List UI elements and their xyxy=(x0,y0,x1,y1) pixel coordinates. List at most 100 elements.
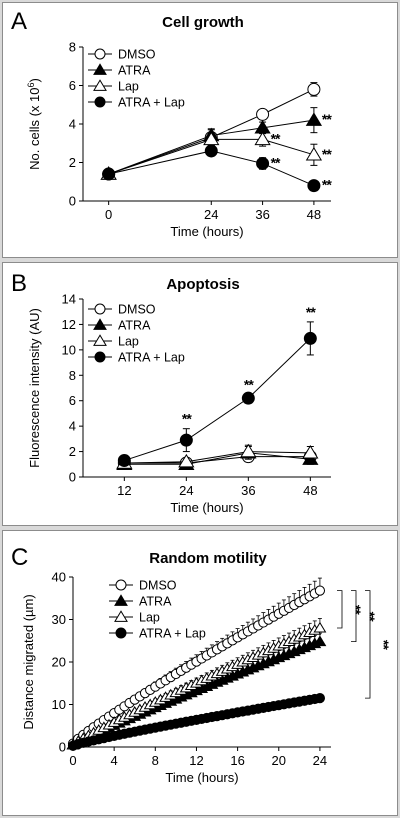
cell-growth-y-axis-label: No. cells (x 106) xyxy=(26,78,42,170)
legend-entry-dmso: DMSO xyxy=(88,48,156,62)
cell-growth-y-tick-label: 8 xyxy=(69,40,76,55)
legend-marker-atra-lap xyxy=(94,351,106,363)
series-atra xyxy=(116,444,319,470)
legend-entry-atra: ATRA xyxy=(109,594,172,609)
series-line-lap xyxy=(108,138,315,175)
random-motility-x-axis-label: Time (hours) xyxy=(165,770,238,785)
data-point-atra-lap xyxy=(307,179,321,193)
series-atra-lap xyxy=(67,693,326,751)
random-motility-chart: C Random motility 0 10 20 30 40 0 4 8 12 16 20 24 Time… xyxy=(11,544,392,785)
legend-marker-lap xyxy=(114,610,128,622)
apoptosis-y-axis-label: Fluorescence intensity (AU) xyxy=(27,308,42,468)
data-point-dmso xyxy=(314,585,326,596)
random-motility-x-tick-label: 24 xyxy=(313,753,327,768)
legend-entry-lap: Lap xyxy=(88,79,139,94)
significance-label: ** xyxy=(322,146,332,162)
random-motility-title: Random motility xyxy=(149,550,267,567)
data-point-atra-lap xyxy=(179,433,193,447)
significance-label: ** xyxy=(182,411,192,427)
significance-label: ** xyxy=(322,177,332,193)
legend-entry-lap: Lap xyxy=(109,610,160,625)
apoptosis-y-tick-label: 8 xyxy=(69,368,76,383)
legend-label-atra-lap: ATRA + Lap xyxy=(118,96,185,110)
data-point-atra-lap xyxy=(204,144,218,158)
legend-label-atra: ATRA xyxy=(118,319,151,333)
data-point-dmso xyxy=(307,82,321,96)
random-motility-x-tick-label: 4 xyxy=(111,753,118,768)
cell-growth-x-tick-label: 0 xyxy=(105,207,112,222)
series-line-lap xyxy=(124,451,311,464)
series-line-atra-lap xyxy=(108,150,315,187)
legend-entry-lap: Lap xyxy=(88,334,139,349)
legend-marker-atra xyxy=(114,594,128,606)
random-motility-y-tick-label: 10 xyxy=(52,697,66,712)
data-point-dmso xyxy=(256,107,270,121)
random-motility-panel: C Random motility 0 10 20 30 40 0 4 8 12 16 20 24 Time… xyxy=(2,530,398,816)
apoptosis-y-tick-label: 6 xyxy=(69,393,76,408)
legend-entry-atra: ATRA xyxy=(88,318,151,333)
series-lap xyxy=(66,618,327,750)
data-point-lap xyxy=(254,131,271,146)
random-motility-x-tick-label: 16 xyxy=(230,753,244,768)
cell-growth-y-tick-label: 2 xyxy=(69,155,76,170)
legend-entry-atra-lap: ATRA + Lap xyxy=(88,96,185,110)
data-point-atra xyxy=(313,635,327,647)
cell-growth-panel: A Cell growth 0 2 4 6 8 0 24 36 48 Time (hours) No. … xyxy=(2,2,398,258)
legend-label-dmso: DMSO xyxy=(118,303,156,317)
legend-marker-lap xyxy=(93,79,107,91)
data-point-lap xyxy=(240,443,257,458)
legend-label-atra-lap: ATRA + Lap xyxy=(139,627,206,641)
random-motility-x-tick-label: 8 xyxy=(152,753,159,768)
significance-label: ** xyxy=(306,304,316,320)
series-line-atra-lap xyxy=(124,338,311,461)
significance-bracket: ** xyxy=(365,590,392,699)
legend-marker-atra xyxy=(93,63,107,75)
cell-growth-x-tick-label: 24 xyxy=(204,207,218,222)
random-motility-y-tick-label: 30 xyxy=(52,612,66,627)
legend-marker-dmso xyxy=(94,303,106,315)
bracket-line xyxy=(365,590,371,699)
legend-label-dmso: DMSO xyxy=(139,579,177,593)
legend-label-atra: ATRA xyxy=(118,64,151,78)
cell-growth-y-tick-label: 4 xyxy=(69,117,76,132)
random-motility-y-tick-label: 20 xyxy=(52,655,66,670)
data-point-atra-lap xyxy=(102,167,116,181)
cell-growth-title: Cell growth xyxy=(162,14,244,31)
data-point-lap xyxy=(313,621,327,633)
apoptosis-y-tick-label: 4 xyxy=(69,419,76,434)
significance-label: ** xyxy=(322,111,332,127)
apoptosis-y-tick-label: 10 xyxy=(62,342,76,357)
bracket-label: ** xyxy=(376,640,392,650)
apoptosis-title: Apoptosis xyxy=(166,276,239,293)
legend-marker-dmso xyxy=(115,579,127,591)
series-atra-lap: ** ** ** xyxy=(117,304,317,467)
apoptosis-x-tick-label: 36 xyxy=(241,483,255,498)
apoptosis-x-tick-label: 12 xyxy=(117,483,131,498)
data-point-atra-lap xyxy=(241,391,255,405)
apoptosis-x-axis-label: Time (hours) xyxy=(170,500,243,515)
data-point-lap xyxy=(178,453,195,468)
random-motility-y-tick-label: 0 xyxy=(59,740,66,755)
cell-growth-y-tick-label: 6 xyxy=(69,78,76,93)
significance-label: ** xyxy=(271,130,281,146)
significance-bracket: ** xyxy=(337,590,364,629)
data-point-atra-lap xyxy=(117,453,131,467)
legend-label-lap: Lap xyxy=(118,80,139,94)
legend-label-lap: Lap xyxy=(118,335,139,349)
legend-label-dmso: DMSO xyxy=(118,48,156,62)
random-motility-panel-letter: C xyxy=(11,544,28,571)
data-point-lap xyxy=(305,146,323,161)
legend-label-lap: Lap xyxy=(139,611,160,625)
legend-entry-atra-lap: ATRA + Lap xyxy=(109,627,206,641)
cell-growth-y-tick-label: 0 xyxy=(69,194,76,209)
apoptosis-y-tick-label: 14 xyxy=(62,292,76,307)
cell-growth-x-tick-label: 48 xyxy=(307,207,321,222)
cell-growth-x-axis-label: Time (hours) xyxy=(170,224,243,239)
series-line-dmso xyxy=(108,88,315,175)
random-motility-x-tick-label: 0 xyxy=(69,753,76,768)
apoptosis-panel-letter: B xyxy=(11,270,27,297)
legend-label-atra: ATRA xyxy=(139,595,172,609)
legend-marker-dmso xyxy=(94,48,106,60)
legend-label-atra-lap: ATRA + Lap xyxy=(118,351,185,365)
